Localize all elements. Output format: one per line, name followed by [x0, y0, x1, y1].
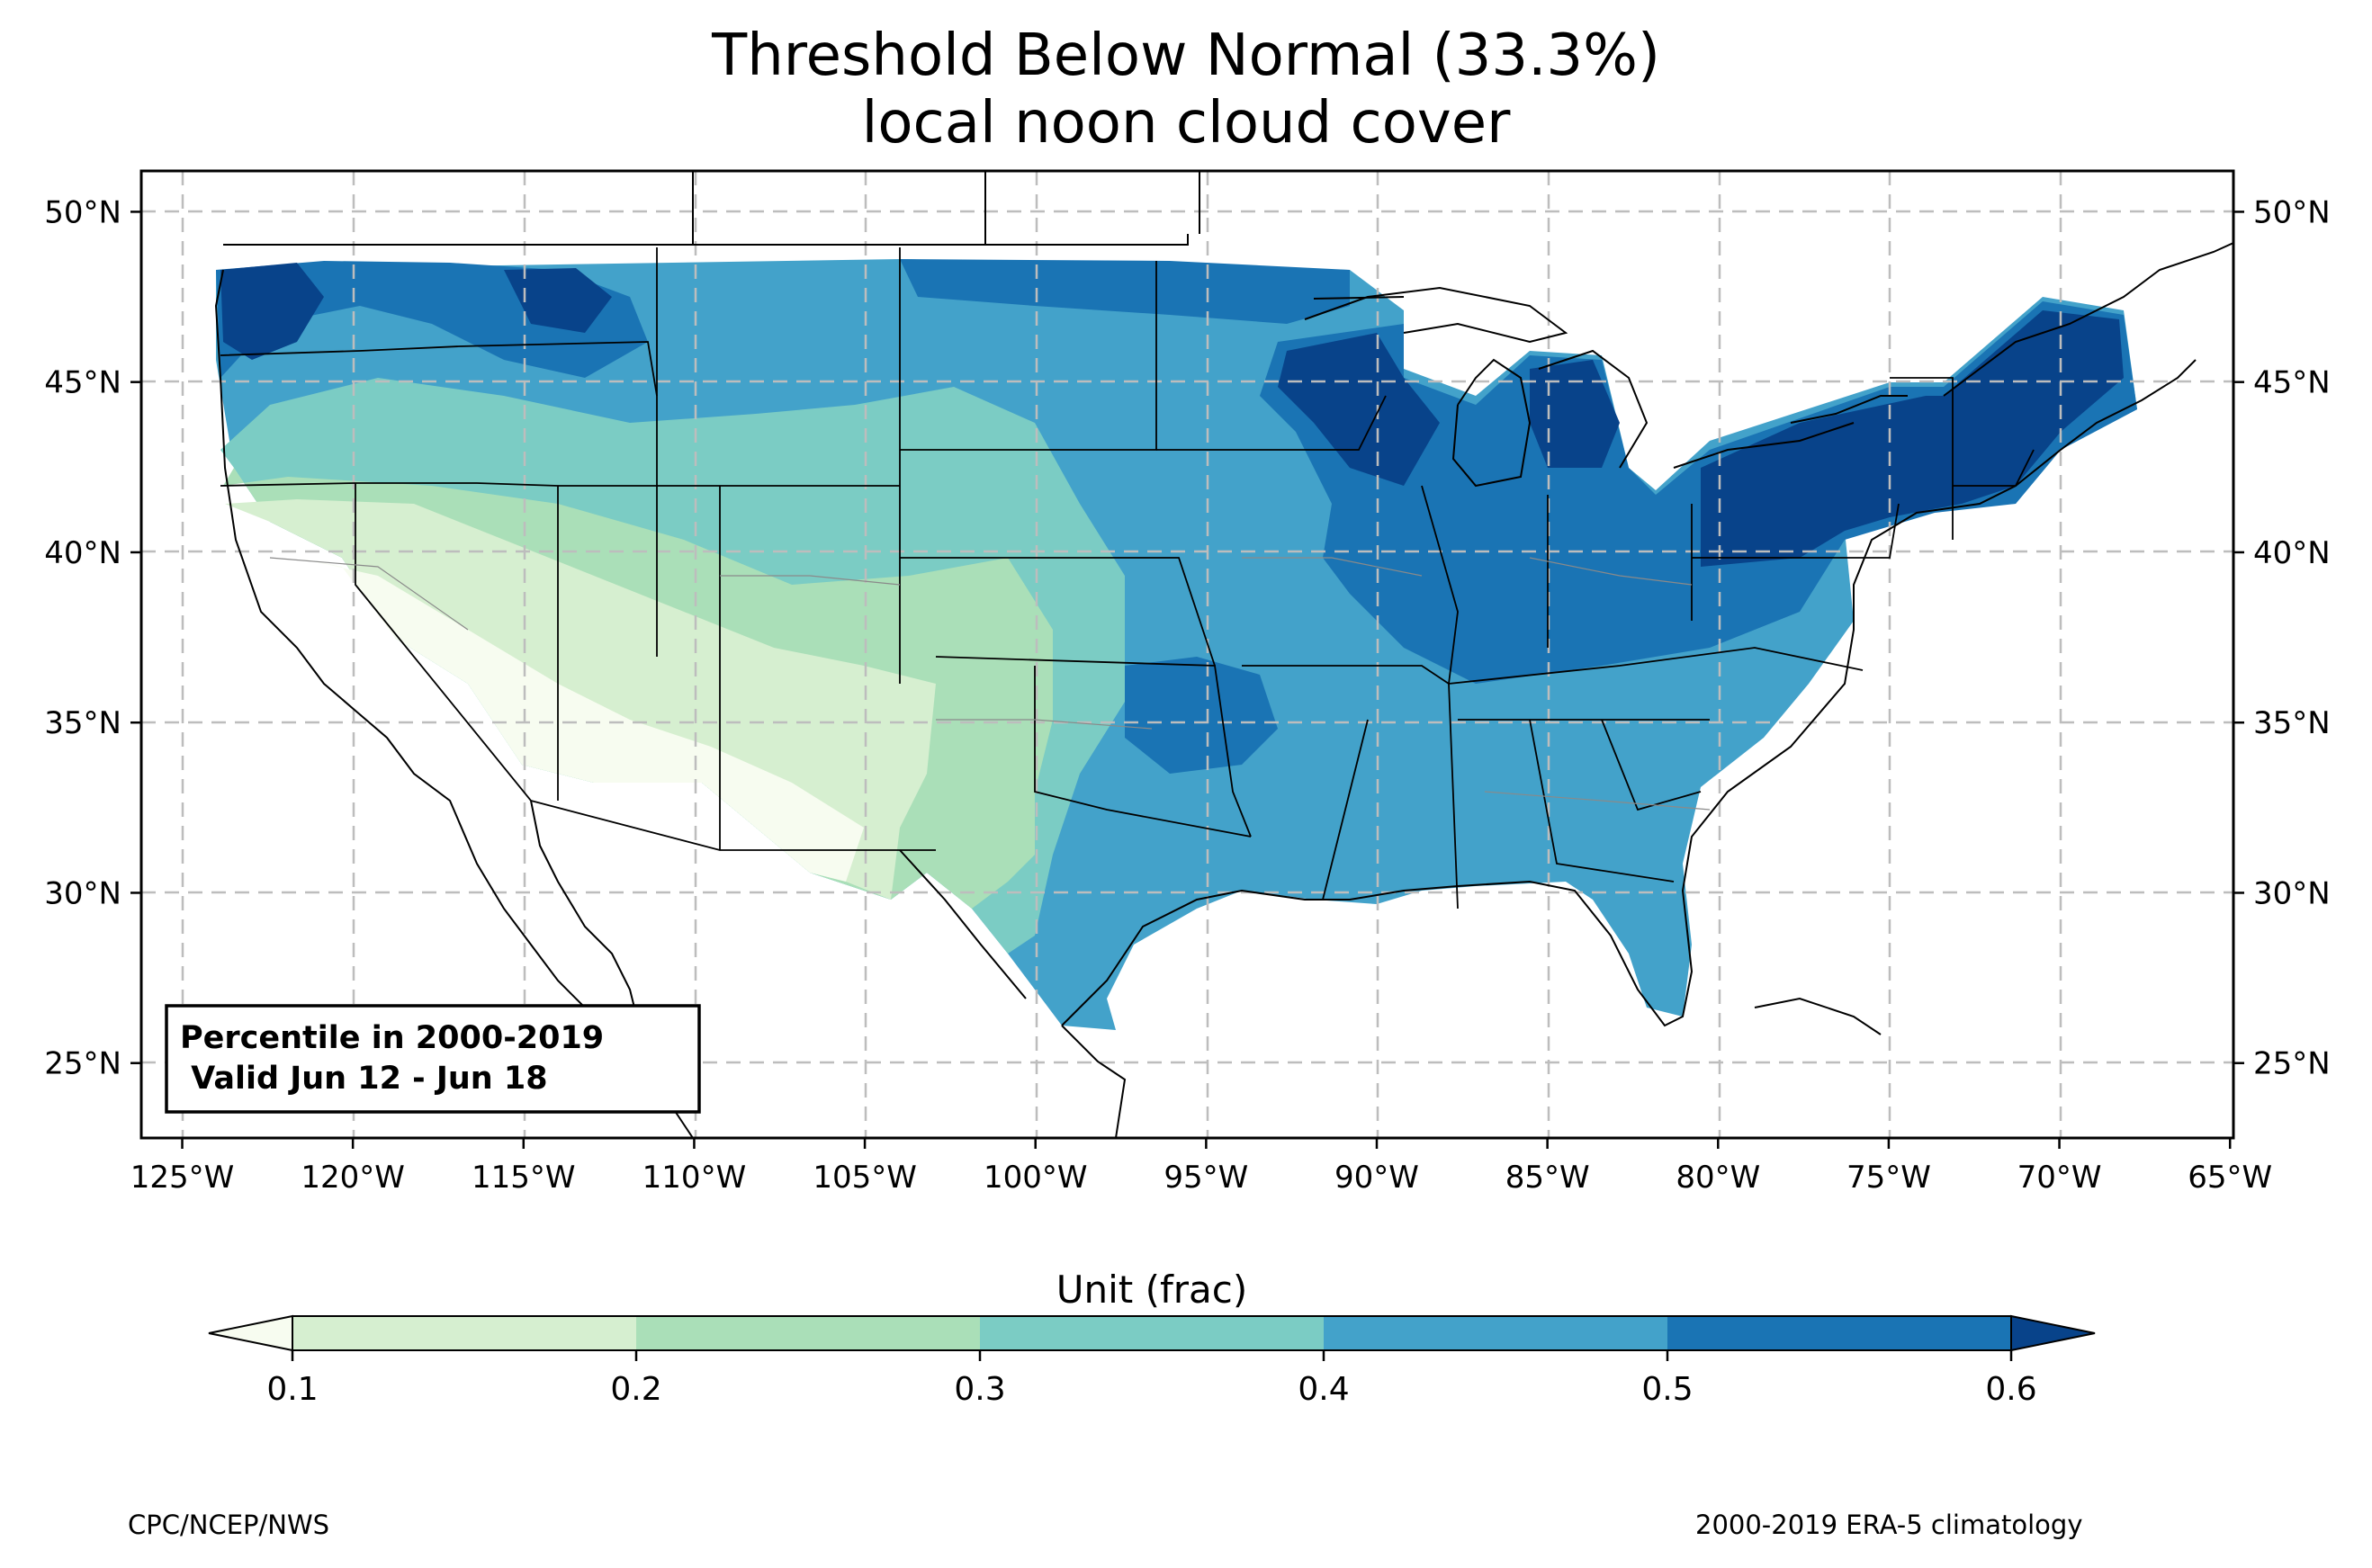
lat-tick-label-left: 35°N [44, 705, 121, 741]
canada-provinces [692, 171, 1200, 245]
inset-line1: Percentile in 2000-2019 [180, 1020, 604, 1056]
axis-ticks [130, 211, 2244, 1149]
lat-tick-label-right: 45°N [2253, 365, 2331, 401]
region-great-lakes-0.6 [1278, 333, 1440, 486]
region-michigan-0.6 [1530, 360, 1620, 468]
lat-tick-label-right: 50°N [2253, 194, 2331, 230]
gulf-coast [1061, 359, 2197, 1027]
footer-left: CPC/NCEP/NWS [128, 1510, 329, 1540]
region-montana-0.6 [504, 268, 612, 333]
colorbar-cell [1324, 1316, 1667, 1350]
region-desert-below-0.1 [297, 558, 864, 882]
colorbar-cell [980, 1316, 1324, 1350]
map-title-line1: Threshold Below Normal (33.3%) [711, 22, 1660, 89]
region-plains-0.5 [900, 259, 1350, 324]
inset-box: Percentile in 2000-2019 Valid Jun 12 - J… [165, 1004, 701, 1114]
colorbar-tick-label: 0.3 [954, 1371, 1005, 1408]
region-ozarks-0.5 [1125, 657, 1278, 774]
lon-tick-label: 70°W [2017, 1160, 2102, 1196]
lon-tick-label: 100°W [984, 1160, 1088, 1196]
lon-tick-label: 85°W [1505, 1160, 1590, 1196]
colorbar-tick-label: 0.6 [1985, 1371, 2036, 1408]
lon-tick-label: 125°W [130, 1160, 235, 1196]
axis-labels: 125°W 120°W 115°W 110°W 105°W 100°W 95°W 90°W 85… [44, 194, 2330, 1196]
region-midwest-0.5 [1260, 301, 2137, 684]
lat-tick-label-right: 25°N [2253, 1046, 2331, 1082]
county-lines [269, 557, 1711, 811]
lat-tick-label-right: 30°N [2253, 875, 2331, 911]
lat-tick-label-right: 35°N [2253, 705, 2331, 741]
great-lakes [1304, 286, 1908, 488]
map-title-line2: local noon cloud cover [862, 90, 1512, 157]
lon-tick-label: 115°W [472, 1160, 576, 1196]
gridlines [141, 171, 2233, 1138]
lat-tick-label-right: 40°N [2253, 535, 2331, 571]
colorbar-cell [292, 1316, 636, 1350]
colorbar-cells [208, 1314, 2096, 1352]
inset-line2: Valid Jun 12 - Jun 18 [180, 1061, 548, 1097]
lon-tick-label: 120°W [301, 1160, 405, 1196]
map-frame [139, 169, 2235, 1140]
lon-tick-label: 80°W [1676, 1160, 1760, 1196]
lat-tick-label-left: 45°N [44, 365, 121, 401]
colorbar-tick-label: 0.4 [1298, 1371, 1349, 1408]
mexico-gulf-coast [899, 849, 1127, 1138]
colorbar-tick-label: 0.2 [610, 1371, 661, 1408]
region-northeast-0.6 [1701, 310, 2124, 567]
colorbar-cell [1667, 1316, 2011, 1350]
state-borders [220, 247, 2035, 909]
colorbar-tick-label: 0.5 [1641, 1371, 1693, 1408]
colorbar-extend-high [2010, 1314, 2096, 1352]
lon-tick-label: 65°W [2188, 1160, 2272, 1196]
lon-tick-label: 75°W [1846, 1160, 1931, 1196]
lat-tick-label-left: 40°N [44, 535, 121, 571]
colorbar-label: Unit (frac) [1056, 1268, 1248, 1312]
colorbar-extend-low [208, 1314, 293, 1352]
lon-tick-label: 90°W [1334, 1160, 1419, 1196]
lat-tick-label-left: 25°N [44, 1046, 121, 1082]
cuba-coast [1754, 997, 1882, 1035]
us-canada-border [223, 234, 1405, 300]
map-panel [141, 171, 2233, 1138]
lat-tick-label-left: 30°N [44, 875, 121, 911]
canada-east-coast [1943, 242, 2233, 397]
colorbar: Unit (frac) 0.1 0.2 0.3 0.4 0.5 0.6 [208, 1268, 2096, 1408]
lon-tick-label: 110°W [642, 1160, 747, 1196]
lon-tick-label: 95°W [1164, 1160, 1248, 1196]
colorbar-ticks: 0.1 0.2 0.3 0.4 0.5 0.6 [266, 1350, 2037, 1408]
region-pacific-nw-0.6 [220, 263, 324, 360]
footer-right: 2000-2019 ERA-5 climatology [1695, 1510, 2082, 1540]
colorbar-frame [292, 1315, 2012, 1351]
colorbar-tick-label: 0.1 [266, 1371, 318, 1408]
colorbar-cell [636, 1316, 980, 1350]
lat-tick-label-left: 50°N [44, 194, 121, 230]
lon-tick-label: 105°W [813, 1160, 917, 1196]
